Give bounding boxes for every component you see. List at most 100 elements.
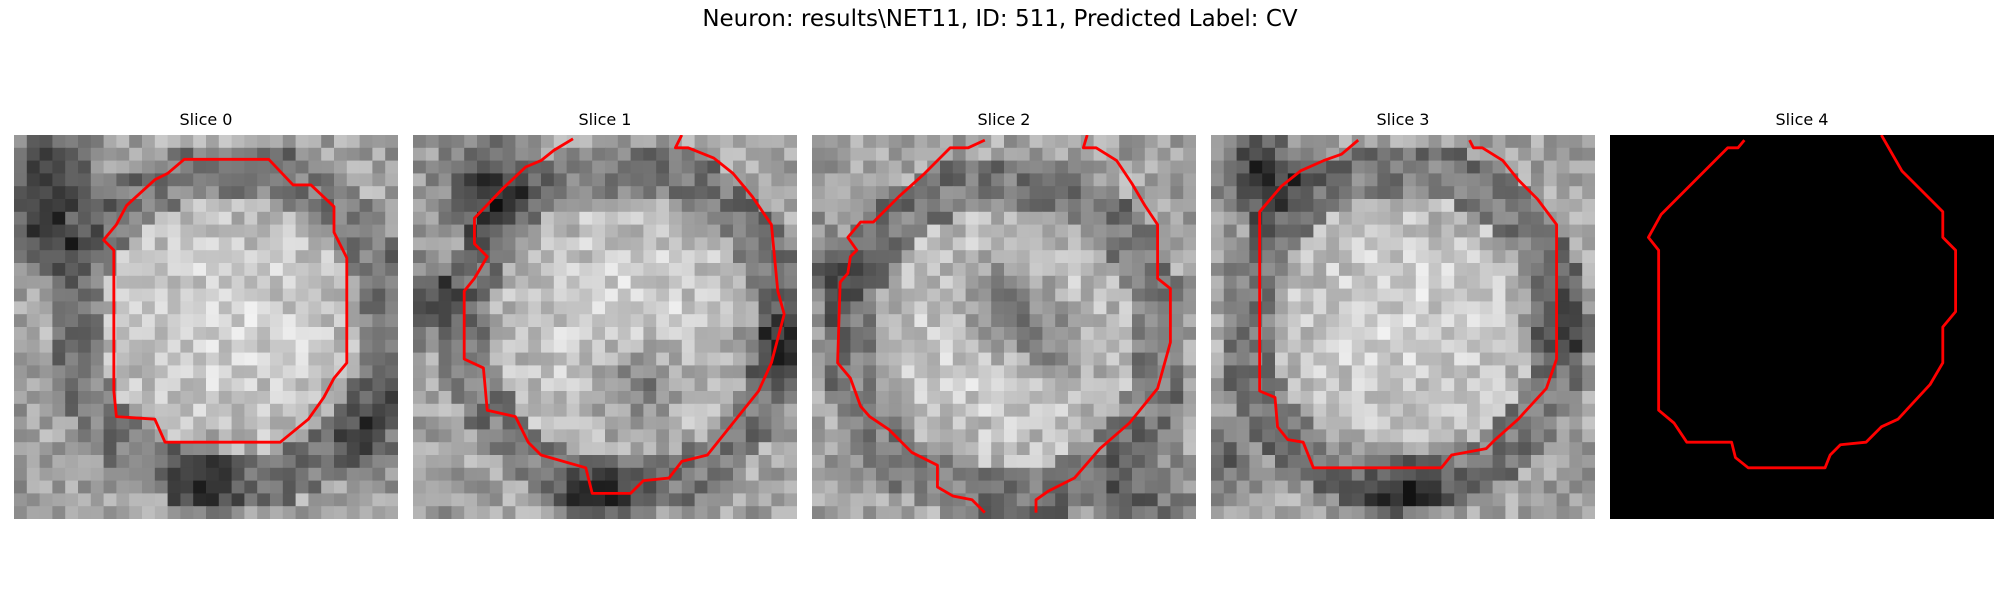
texture-pixel [193, 352, 207, 367]
texture-pixel [579, 250, 593, 264]
texture-pixel [193, 147, 207, 162]
texture-pixel [1211, 365, 1225, 379]
texture-pixel [167, 199, 182, 213]
texture-pixel [1339, 506, 1353, 519]
texture-pixel [566, 237, 581, 251]
texture-pixel [1415, 378, 1430, 392]
texture-pixel [1364, 263, 1379, 277]
texture-pixel [1223, 314, 1238, 328]
texture-pixel [142, 480, 156, 495]
texture-pixel [1029, 416, 1044, 431]
texture-pixel [385, 403, 398, 418]
texture-pixel [244, 493, 258, 507]
texture-pixel [1016, 506, 1031, 519]
texture-pixel [1042, 275, 1056, 290]
texture-pixel [270, 263, 284, 277]
texture-pixel [438, 275, 453, 290]
texture-pixel [1313, 467, 1327, 482]
texture-pixel [489, 429, 504, 443]
texture-pixel [914, 467, 928, 482]
texture-pixel [1144, 442, 1159, 456]
texture-pixel [824, 480, 839, 495]
texture-pixel [1569, 467, 1583, 482]
texture-pixel [940, 416, 954, 431]
texture-pixel [282, 403, 297, 418]
texture-pixel [784, 442, 797, 456]
texture-pixel [257, 403, 271, 418]
texture-pixel [372, 288, 386, 303]
texture-pixel [231, 339, 246, 354]
texture-pixel [385, 263, 398, 277]
texture-pixel [707, 365, 721, 379]
texture-pixel [592, 378, 606, 392]
texture-pixel [193, 314, 207, 328]
texture-pixel [1313, 263, 1327, 277]
texture-pixel [142, 301, 156, 315]
texture-pixel [103, 160, 118, 175]
texture-pixel [1223, 186, 1238, 200]
texture-pixel [257, 160, 271, 175]
texture-pixel [52, 186, 66, 200]
texture-pixel [1479, 416, 1494, 431]
texture-pixel [1275, 211, 1289, 226]
texture-pixel [1300, 211, 1315, 226]
texture-pixel [694, 403, 709, 418]
texture-pixel [1531, 416, 1545, 431]
texture-pixel [464, 314, 478, 328]
texture-pixel [90, 199, 105, 213]
texture-pixel [438, 199, 453, 213]
texture-pixel [1582, 301, 1595, 315]
texture-pixel [1454, 429, 1468, 443]
texture-pixel [385, 160, 398, 175]
texture-pixel [1543, 327, 1558, 341]
texture-pixel [257, 237, 271, 251]
texture-pixel [1313, 416, 1327, 431]
texture-pixel [39, 339, 54, 354]
texture-pixel [1004, 506, 1018, 519]
texture-pixel [464, 442, 478, 456]
texture-pixel [451, 288, 465, 303]
texture-pixel [863, 135, 877, 149]
texture-pixel [824, 199, 839, 213]
texture-pixel [282, 365, 297, 379]
texture-pixel [14, 455, 28, 469]
slice-title-4: Slice 4 [1775, 110, 1829, 129]
texture-pixel [464, 186, 478, 200]
texture-pixel [39, 237, 54, 251]
texture-pixel [605, 391, 619, 405]
texture-pixel [553, 301, 568, 315]
texture-pixel [52, 391, 66, 405]
texture-pixel [592, 339, 606, 354]
texture-pixel [206, 327, 220, 341]
texture-pixel [308, 352, 322, 367]
texture-pixel [1106, 211, 1120, 226]
texture-pixel [1004, 211, 1018, 226]
texture-pixel [257, 288, 271, 303]
texture-pixel [863, 467, 877, 482]
texture-pixel [863, 275, 877, 290]
texture-pixel [26, 455, 41, 469]
texture-pixel [720, 288, 734, 303]
texture-pixel [167, 314, 182, 328]
texture-pixel [888, 403, 903, 418]
texture-pixel [1157, 455, 1172, 469]
texture-pixel [1403, 173, 1417, 187]
texture-pixel [1556, 378, 1571, 392]
texture-pixel [1183, 263, 1196, 277]
texture-pixel [1543, 506, 1558, 519]
texture-pixel [282, 378, 297, 392]
texture-pixel [720, 339, 734, 354]
texture-pixel [39, 160, 54, 175]
texture-pixel [129, 275, 143, 290]
texture-pixel [116, 493, 130, 507]
texture-pixel [103, 135, 118, 149]
texture-pixel [952, 160, 967, 175]
texture-pixel [385, 173, 398, 187]
texture-pixel [965, 467, 980, 482]
texture-pixel [837, 135, 852, 149]
texture-pixel [1492, 391, 1507, 405]
texture-pixel [940, 391, 954, 405]
texture-pixel [720, 327, 734, 341]
texture-pixel [1144, 493, 1159, 507]
texture-pixel [1531, 314, 1545, 328]
